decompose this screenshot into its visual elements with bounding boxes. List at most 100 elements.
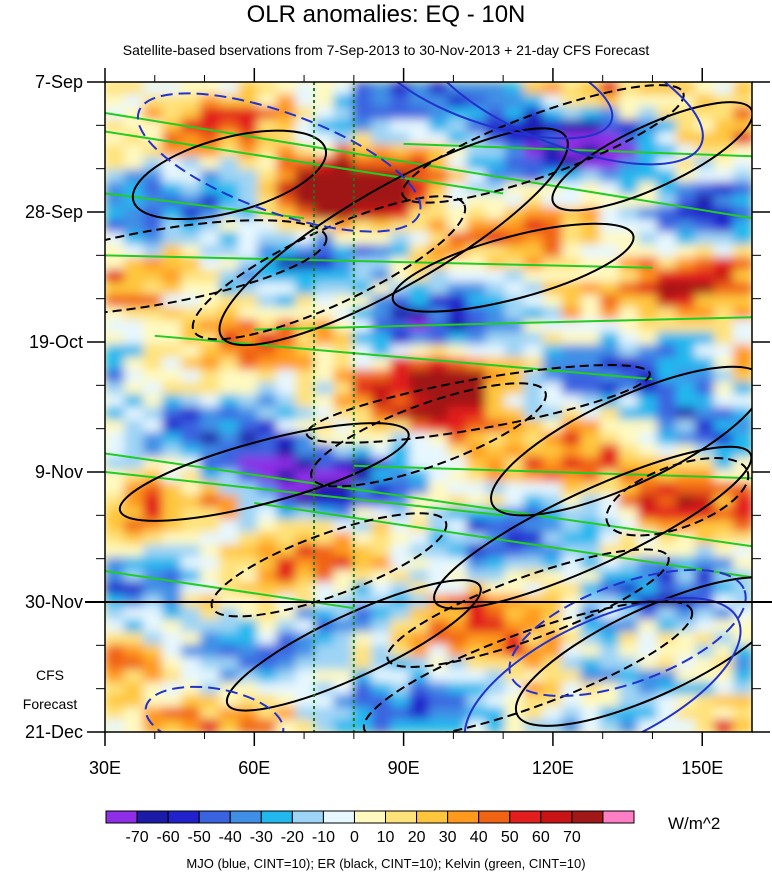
anomaly-cell [656, 607, 677, 621]
anomaly-cell [447, 694, 468, 708]
anomaly-cell [694, 419, 715, 433]
anomaly-cell [219, 219, 240, 233]
anomaly-cell [466, 307, 487, 321]
er-contour [218, 127, 569, 347]
anomaly-cell [733, 269, 752, 283]
anomaly-cell [276, 357, 297, 371]
anomaly-cell [733, 632, 752, 646]
anomaly-cell [580, 707, 601, 721]
anomaly-cell [580, 694, 601, 708]
anomaly-cell [675, 82, 696, 96]
anomaly-cell [162, 369, 183, 383]
anomaly-cell [485, 369, 506, 383]
anomaly-cell [162, 382, 183, 396]
anomaly-cell [561, 282, 582, 296]
anomaly-cell [561, 332, 582, 346]
anomaly-cell [143, 694, 164, 708]
anomaly-cell [371, 157, 392, 171]
anomaly-cell [428, 644, 449, 658]
anomaly-cell [333, 282, 354, 296]
anomaly-cell [371, 307, 392, 321]
anomaly-cell [542, 707, 563, 721]
anomaly-cell [352, 344, 373, 358]
y-tick-label: 28-Sep [25, 202, 83, 222]
colorbar-label: 0 [350, 829, 359, 846]
anomaly-cell [733, 319, 752, 333]
anomaly-cell [618, 357, 639, 371]
anomaly-cell [675, 494, 696, 508]
anomaly-cell [504, 219, 525, 233]
anomaly-cell [238, 619, 259, 633]
anomaly-cell [371, 357, 392, 371]
er-contour [225, 579, 482, 712]
anomaly-cell [162, 344, 183, 358]
anomaly-cell [162, 94, 183, 108]
anomaly-cell [352, 644, 373, 658]
anomaly-cell [390, 369, 411, 383]
anomaly-cell [352, 407, 373, 421]
anomaly-cell [713, 607, 734, 621]
anomaly-cell [257, 144, 278, 158]
anomaly-cell [181, 669, 202, 683]
anomaly-cell [618, 407, 639, 421]
anomaly-cell [295, 657, 316, 671]
anomaly-cell [181, 144, 202, 158]
anomaly-cell [561, 532, 582, 546]
anomaly-cell [542, 344, 563, 358]
anomaly-cell [428, 682, 449, 696]
anomaly-cell [618, 169, 639, 183]
anomaly-cell [333, 94, 354, 108]
anomaly-cell [656, 632, 677, 646]
anomaly-cell [504, 444, 525, 458]
anomaly-cell [637, 294, 658, 308]
anomaly-cell [466, 382, 487, 396]
anomaly-cell [580, 582, 601, 596]
anomaly-cell [733, 432, 752, 446]
anomaly-cell [713, 719, 734, 732]
colorbar-swatch [509, 810, 542, 824]
anomaly-cell [523, 119, 544, 133]
anomaly-cell [447, 669, 468, 683]
anomaly-cell [599, 207, 620, 221]
anomaly-cell [181, 307, 202, 321]
anomaly-cell [333, 544, 354, 558]
anomaly-cell [409, 357, 430, 371]
anomaly-cell [675, 719, 696, 732]
anomaly-cell [733, 232, 752, 246]
anomaly-cell [580, 669, 601, 683]
anomaly-cell [523, 657, 544, 671]
anomaly-cell [276, 657, 297, 671]
anomaly-cell [333, 357, 354, 371]
anomaly-cell [238, 694, 259, 708]
anomaly-cell [124, 657, 144, 671]
anomaly-cell [333, 319, 354, 333]
anomaly-cell [143, 232, 164, 246]
anomaly-cell [428, 407, 449, 421]
anomaly-cell [447, 657, 468, 671]
anomaly-cell [200, 382, 221, 396]
anomaly-cell [656, 407, 677, 421]
anomaly-cell [219, 82, 240, 96]
anomaly-cell [124, 307, 144, 321]
kelvin-contour [254, 501, 752, 579]
anomaly-cell [485, 494, 506, 508]
anomaly-cell [618, 657, 639, 671]
anomaly-cell [637, 107, 658, 121]
anomaly-cell [656, 282, 677, 296]
er-contour [305, 364, 651, 444]
anomaly-cell [409, 332, 430, 346]
anomaly-cell [447, 532, 468, 546]
colorbar-swatch [447, 810, 480, 824]
anomaly-cell [352, 369, 373, 383]
mjo-contour [373, 82, 614, 140]
colorbar-swatch [571, 810, 604, 824]
anomaly-cell [656, 244, 677, 258]
anomaly-cell [143, 119, 164, 133]
anomaly-cell [599, 694, 620, 708]
anomaly-cell [599, 332, 620, 346]
anomaly-cell [561, 232, 582, 246]
anomaly-cell [580, 644, 601, 658]
anomaly-cell [618, 119, 639, 133]
anomaly-cell [371, 607, 392, 621]
anomaly-cell [504, 182, 525, 196]
